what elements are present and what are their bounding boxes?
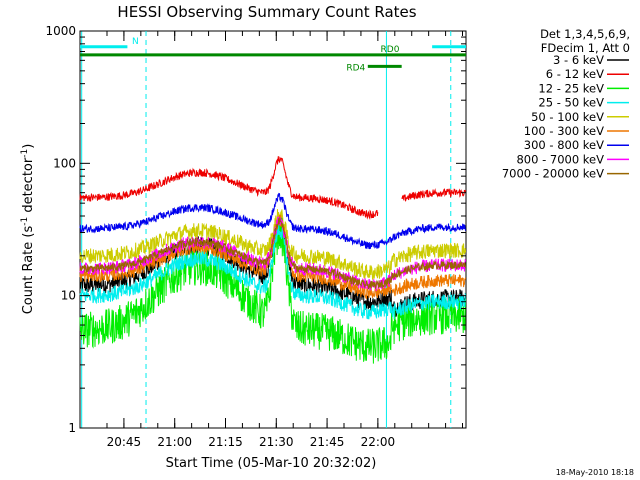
x-axis: 20:45 21:00 21:15 21:30 21:45 22:00 <box>106 31 464 449</box>
y-axis-label: Count Rate (s-1 detector-1) <box>20 144 36 315</box>
y-axis-label-exponent-2: -1 <box>20 149 30 158</box>
legend-label: 6 - 12 keV <box>546 67 604 81</box>
series-line <box>79 214 467 364</box>
flag-bars: N RD0 RD4 <box>80 37 466 73</box>
x-tick-label: 22:00 <box>361 435 396 449</box>
x-axis-label: Start Time (05-Mar-10 20:32:02) <box>166 456 377 471</box>
flag-label: RD4 <box>346 63 365 73</box>
legend-label: 25 - 50 keV <box>538 96 604 110</box>
y-tick-label: 1 <box>68 421 76 435</box>
y-axis-label-exponent: -1 <box>20 217 30 226</box>
night-markers <box>81 31 452 428</box>
series-lines <box>79 156 467 364</box>
x-tick-label: 21:15 <box>208 435 243 449</box>
legend-label: 50 - 100 keV <box>531 110 604 124</box>
x-tick-label: 21:00 <box>157 435 192 449</box>
y-tick-label: 1000 <box>45 24 76 38</box>
series-line <box>79 156 467 221</box>
x-tick-label: 20:45 <box>107 435 142 449</box>
y-axis-label-middle: detector <box>21 157 36 217</box>
y-axis-label-main: Count Rate (s <box>21 226 36 315</box>
series-line <box>79 209 467 280</box>
legend-header-1: Det 1,3,4,5,6,9, <box>540 27 630 41</box>
legend-label: 100 - 300 keV <box>524 124 604 138</box>
plot-frame <box>79 30 467 429</box>
legend-label: 7000 - 20000 keV <box>502 167 604 181</box>
legend: Det 1,3,4,5,6,9, FDecim 1, Att 0 3 - 6 k… <box>502 27 630 181</box>
flag-label: RD0 <box>381 45 400 55</box>
legend-label: 12 - 25 keV <box>538 81 604 95</box>
flag-label: N <box>132 37 139 47</box>
series-line <box>79 192 467 250</box>
series-line <box>79 224 467 320</box>
y-axis-label-end: ) <box>21 144 36 149</box>
legend-label: 300 - 800 keV <box>524 138 604 152</box>
y-axis: 1 10 100 1000 <box>45 24 466 435</box>
legend-label: 800 - 7000 keV <box>516 152 604 166</box>
series-line <box>79 217 467 290</box>
chart-title: HESSI Observing Summary Count Rates <box>117 3 416 21</box>
y-tick-label: 10 <box>61 289 76 303</box>
y-tick-label: 100 <box>53 156 76 170</box>
timestamp: 18-May-2010 18:18 <box>556 468 634 477</box>
legend-label: 3 - 6 keV <box>553 53 604 67</box>
x-tick-label: 21:45 <box>310 435 345 449</box>
legend-header-2: FDecim 1, Att 0 <box>541 41 630 55</box>
x-tick-label: 21:30 <box>259 435 294 449</box>
